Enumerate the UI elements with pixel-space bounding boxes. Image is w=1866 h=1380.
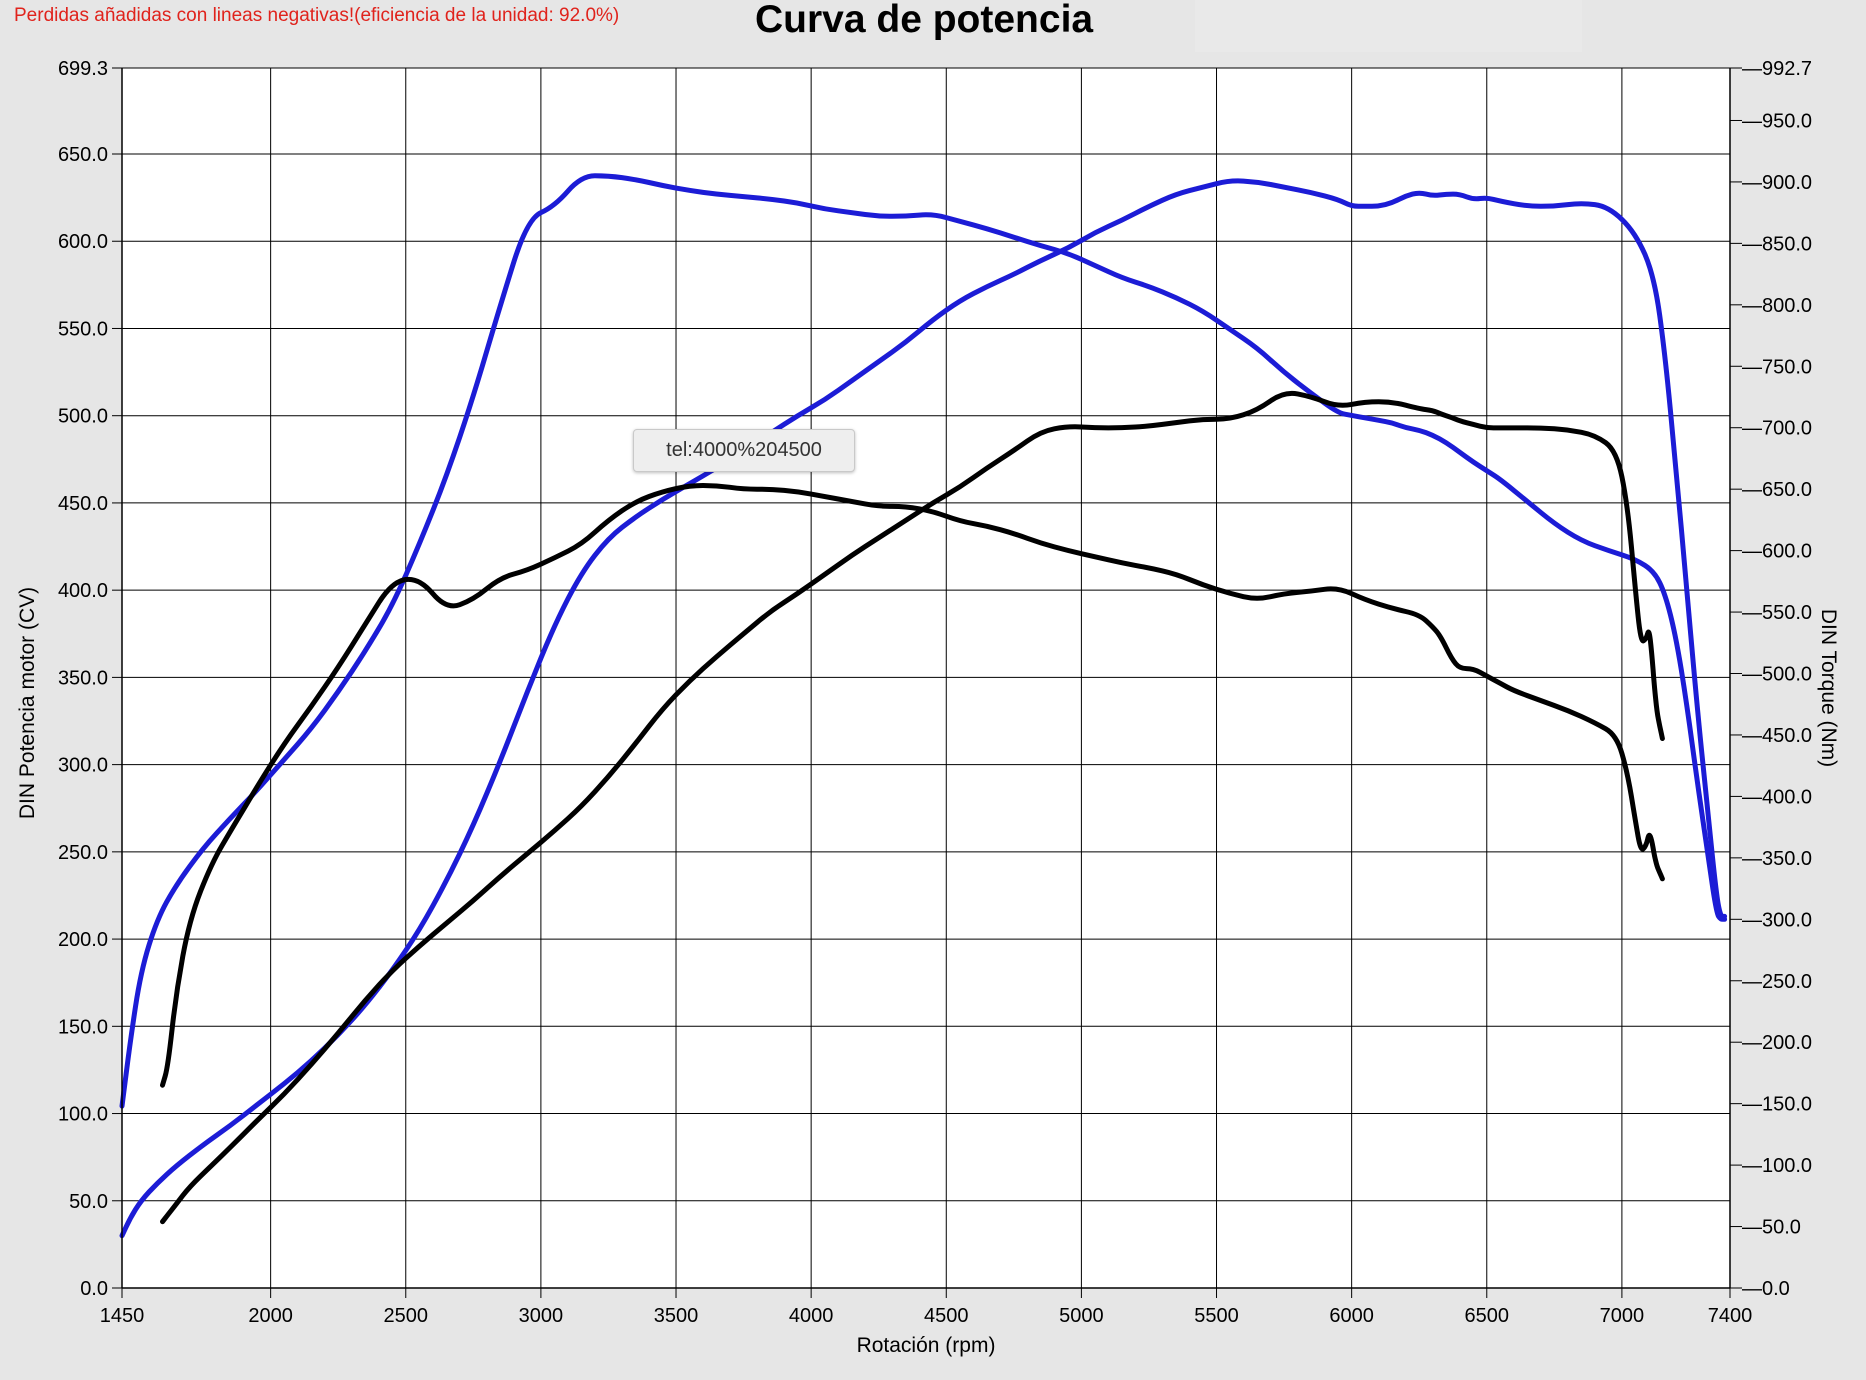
y-tick-label: 400.0 — [58, 580, 108, 602]
y2-axis-label: DIN Torque (Nm) — [1817, 609, 1840, 767]
axes: 0.0 50.0 100.0 150.0 200.0 250.0 300.0 350.0 400… — [58, 58, 1812, 1327]
x-tick-label: 4000 — [789, 1305, 834, 1327]
y2-tick-label: —500.0 — [1742, 664, 1812, 686]
series-line-black-torque — [160, 483, 1665, 1088]
y2-tick-label: —800.0 — [1742, 295, 1812, 317]
x-tick-label: 7400 — [1708, 1305, 1753, 1327]
x-tick-label: 7000 — [1600, 1305, 1645, 1327]
efficiency-note: Perdidas añadidas con lineas negativas!(… — [14, 5, 620, 26]
y2-tick-label: —992.7 — [1742, 58, 1812, 80]
y-tick-label: 100.0 — [58, 1104, 108, 1126]
y-tick-label: 500.0 — [58, 406, 108, 428]
y2-tick-label: —250.0 — [1742, 971, 1812, 993]
y-tick-label: 699.3 — [58, 58, 108, 80]
y-tick-label: 450.0 — [58, 493, 108, 515]
series-line-black-power — [160, 390, 1665, 1225]
y2-tick-label: —50.0 — [1742, 1217, 1801, 1239]
chart-title: Curva de potencia — [755, 0, 1094, 41]
title-bar-blank-box — [1195, 0, 1582, 52]
x-tick-label: 5000 — [1059, 1305, 1104, 1327]
series-line-blue-torque — [119, 173, 1728, 1109]
y-tick-label: 300.0 — [58, 755, 108, 777]
y-tick-label: 0.0 — [80, 1278, 108, 1300]
y-tick-label: 250.0 — [58, 842, 108, 864]
y2-tick-label: —900.0 — [1742, 172, 1812, 194]
y-tick-label: 650.0 — [58, 144, 108, 166]
y2-tick-label: —450.0 — [1742, 725, 1812, 747]
y2-tick-label: —300.0 — [1742, 909, 1812, 931]
series-layer — [119, 173, 1728, 1239]
y2-tick-label: —350.0 — [1742, 848, 1812, 870]
rpm-range-tooltip[interactable]: tel:4000%204500 — [633, 429, 855, 472]
y2-tick-label: —750.0 — [1742, 356, 1812, 378]
series-line-blue-power — [119, 178, 1728, 1239]
x-tick-label: 6000 — [1329, 1305, 1374, 1327]
y2-tick-label: —0.0 — [1742, 1278, 1790, 1300]
y2-tick-label: —400.0 — [1742, 786, 1812, 808]
y2-tick-label: —200.0 — [1742, 1032, 1812, 1054]
y2-tick-label: —950.0 — [1742, 110, 1812, 132]
y-tick-label: 50.0 — [69, 1191, 108, 1213]
y2-tick-label: —650.0 — [1742, 479, 1812, 501]
x-tick-label: 6500 — [1465, 1305, 1510, 1327]
y-tick-label: 600.0 — [58, 231, 108, 253]
plot-area — [122, 68, 1730, 1288]
x-tick-label: 2500 — [384, 1305, 429, 1327]
x-tick-label: 5500 — [1194, 1305, 1239, 1327]
y-axis-label: DIN Potencia motor (CV) — [16, 587, 39, 819]
y-tick-label: 350.0 — [58, 667, 108, 689]
x-tick-label: 3500 — [654, 1305, 699, 1327]
x-tick-label: 3000 — [519, 1305, 564, 1327]
x-tick-label: 2000 — [248, 1305, 293, 1327]
x-tick-label: 4500 — [924, 1305, 969, 1327]
x-axis-label: Rotación (rpm) — [857, 1334, 996, 1357]
x-tick-label: 1450 — [100, 1305, 145, 1327]
y-tick-label: 200.0 — [58, 929, 108, 951]
y2-tick-label: —550.0 — [1742, 602, 1812, 624]
y2-tick-label: —700.0 — [1742, 418, 1812, 440]
y2-tick-label: —600.0 — [1742, 541, 1812, 563]
y-tick-label: 550.0 — [58, 318, 108, 340]
y2-tick-label: —850.0 — [1742, 233, 1812, 255]
y2-tick-label: —150.0 — [1742, 1094, 1812, 1116]
y2-tick-label: —100.0 — [1742, 1155, 1812, 1177]
y-tick-label: 150.0 — [58, 1016, 108, 1038]
